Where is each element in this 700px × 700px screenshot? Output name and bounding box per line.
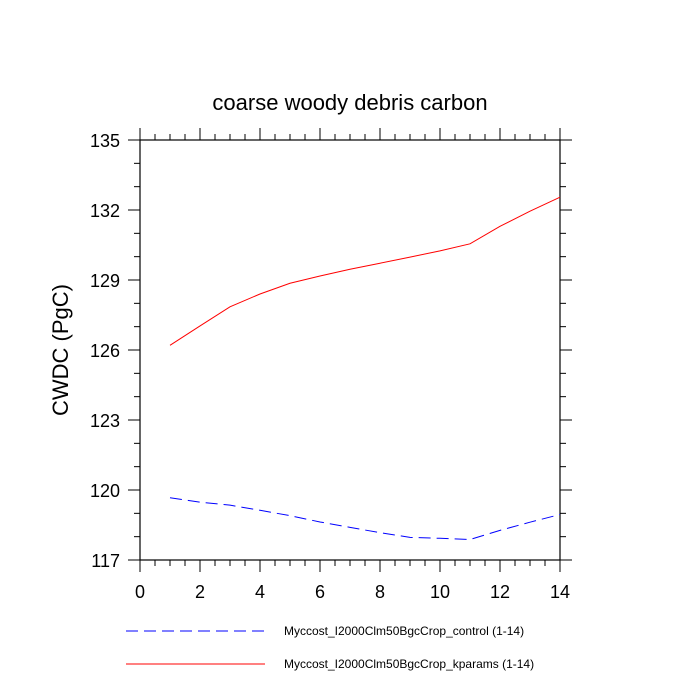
legend-label-2: Myccost_I2000Clm50BgcCrop_kparams (1-14) — [284, 657, 534, 671]
x-tick-label: 12 — [490, 582, 510, 602]
series-line-2 — [169, 196, 561, 346]
x-tick-label: 10 — [430, 582, 450, 602]
legend-label-1: Myccost_I2000Clm50BgcCrop_control (1-14) — [284, 624, 524, 638]
y-tick-label: 120 — [90, 481, 120, 501]
series-lines — [169, 196, 561, 540]
x-tick-label: 8 — [375, 582, 385, 602]
legend: Myccost_I2000Clm50BgcCrop_control (1-14)… — [126, 624, 534, 671]
axis-tick-labels: 0 2 4 6 8 10 12 14 117 120 123 126 129 132 135 — [90, 131, 570, 602]
y-axis-label: CWDC (PgC) — [48, 284, 73, 416]
x-tick-label: 2 — [195, 582, 205, 602]
x-tick-label: 6 — [315, 582, 325, 602]
plot-frame — [139, 139, 561, 561]
x-tick-label: 4 — [255, 582, 265, 602]
y-tick-label: 132 — [90, 201, 120, 221]
y-tick-label: 117 — [91, 551, 120, 571]
y-tick-label: 135 — [90, 131, 120, 151]
y-tick-label: 126 — [90, 341, 120, 361]
y-tick-label: 129 — [90, 271, 120, 291]
x-tick-label: 0 — [135, 582, 145, 602]
axis-ticks — [128, 128, 572, 572]
y-tick-label: 123 — [90, 411, 120, 431]
series-line-1 — [169, 497, 561, 540]
chart-title: coarse woody debris carbon — [212, 90, 487, 115]
x-tick-label: 14 — [550, 582, 570, 602]
